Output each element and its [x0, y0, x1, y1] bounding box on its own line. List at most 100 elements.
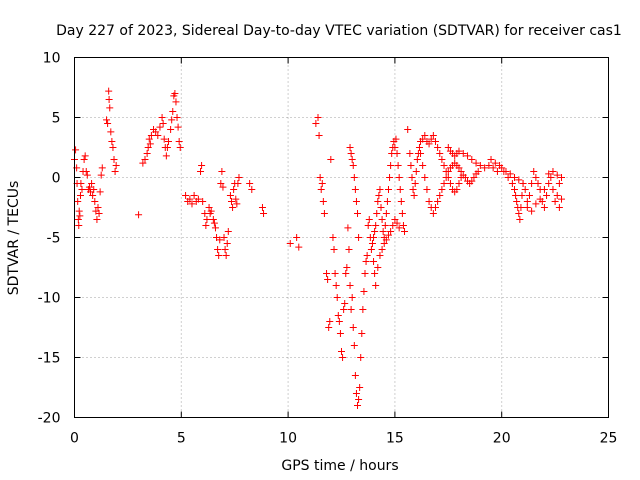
data-point — [158, 114, 166, 121]
data-point — [375, 192, 383, 199]
data-point — [147, 132, 155, 139]
y-tick-label: -15 — [38, 351, 61, 367]
y-axis-label: SDTVAR / TECUs — [6, 181, 22, 296]
data-point — [468, 177, 476, 185]
data-point — [351, 186, 359, 193]
data-point — [459, 150, 467, 157]
data-point — [493, 168, 501, 175]
data-point — [224, 228, 232, 235]
data-point — [352, 198, 360, 205]
data-point — [352, 390, 360, 397]
axis-ticks — [74, 57, 609, 418]
data-point — [223, 240, 231, 247]
y-tick-label: -10 — [38, 291, 61, 307]
data-point — [370, 234, 378, 241]
data-point — [339, 354, 347, 361]
data-point — [442, 168, 450, 175]
data-point — [474, 168, 482, 175]
data-point — [378, 216, 386, 223]
data-point — [491, 159, 499, 167]
grid-lines — [74, 57, 609, 418]
data-point — [77, 180, 85, 187]
data-point — [106, 104, 114, 112]
data-point — [108, 138, 116, 145]
data-point — [220, 234, 228, 241]
data-point — [444, 174, 452, 181]
data-point — [347, 150, 355, 157]
data-point — [152, 128, 160, 136]
data-point — [540, 204, 548, 211]
data-point — [523, 204, 531, 211]
data-point — [346, 282, 354, 289]
data-point — [80, 156, 88, 163]
data-point — [518, 192, 526, 199]
data-point — [135, 211, 143, 219]
data-point — [286, 240, 294, 247]
x-tick-labels: 0 5 10 15 20 25 — [70, 431, 617, 447]
data-point — [392, 135, 400, 143]
data-point — [417, 150, 425, 157]
data-point — [75, 207, 83, 215]
data-point — [324, 276, 332, 283]
data-point — [496, 162, 504, 169]
data-point — [553, 171, 561, 179]
data-point — [377, 204, 385, 211]
data-point — [186, 195, 194, 203]
data-point — [168, 116, 176, 124]
data-point — [455, 147, 463, 155]
x-tick-label: 5 — [177, 431, 186, 447]
data-point — [198, 162, 206, 169]
data-point — [222, 252, 230, 259]
data-point — [348, 156, 356, 163]
data-point — [89, 192, 97, 199]
data-point — [348, 294, 356, 301]
data-point — [97, 171, 105, 179]
data-point — [481, 164, 489, 172]
data-point — [425, 140, 433, 148]
data-point — [103, 116, 111, 124]
data-point — [547, 174, 555, 181]
y-tick-label: 0 — [52, 171, 61, 187]
data-point — [415, 144, 423, 151]
data-point — [174, 123, 182, 131]
data-point — [455, 164, 463, 172]
data-point — [93, 216, 101, 223]
data-point — [549, 186, 557, 193]
data-point — [349, 162, 357, 169]
data-point — [511, 186, 519, 193]
y-tick-label: -20 — [38, 411, 61, 427]
data-point — [365, 216, 373, 223]
data-point — [555, 180, 563, 187]
data-point — [543, 192, 551, 199]
data-point — [226, 192, 234, 199]
data-point — [203, 216, 211, 223]
data-point — [398, 210, 406, 217]
data-point — [110, 156, 118, 163]
chart-title: Day 227 of 2023, Sidereal Day-to-day VTE… — [56, 23, 622, 39]
data-point — [316, 174, 324, 181]
data-point — [380, 240, 388, 247]
data-point — [425, 198, 433, 205]
data-point — [258, 204, 266, 211]
data-point — [407, 162, 415, 169]
data-point — [162, 152, 170, 160]
data-point — [234, 180, 242, 187]
data-point — [227, 198, 235, 205]
data-point — [159, 120, 167, 127]
data-point — [318, 180, 326, 187]
data-point — [387, 162, 395, 169]
data-point — [423, 186, 431, 193]
data-point — [446, 180, 454, 187]
data-point — [76, 212, 84, 220]
data-point — [401, 228, 409, 235]
data-point — [82, 168, 90, 175]
data-point — [354, 210, 362, 217]
data-point — [540, 186, 548, 193]
data-point — [354, 402, 362, 409]
data-point — [436, 150, 444, 157]
data-point — [207, 207, 215, 215]
data-point — [346, 144, 354, 151]
data-point — [361, 270, 369, 277]
data-point — [218, 168, 226, 175]
data-point — [246, 180, 254, 187]
